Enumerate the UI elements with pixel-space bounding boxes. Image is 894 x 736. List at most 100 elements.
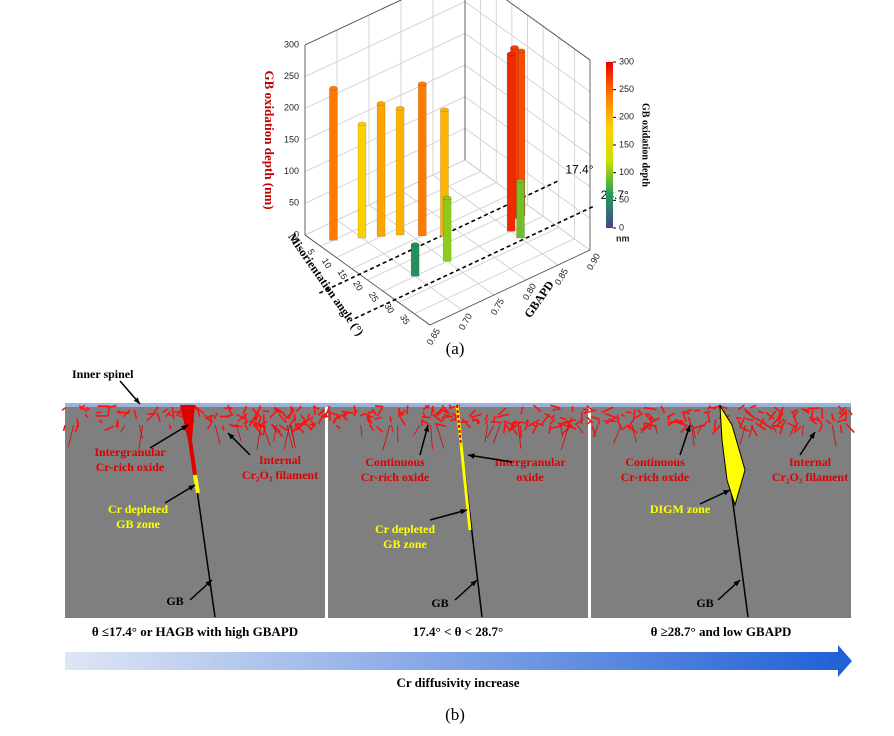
oxide-filament bbox=[289, 424, 296, 449]
oxide-filament bbox=[838, 406, 847, 415]
bar-cap bbox=[506, 51, 516, 57]
oxide-filament bbox=[508, 421, 515, 433]
oxide-filament bbox=[461, 418, 472, 429]
oxide-filament bbox=[146, 416, 152, 422]
panel-label: GB bbox=[431, 596, 448, 610]
bar bbox=[329, 88, 338, 241]
oxide-filament bbox=[68, 424, 75, 448]
oxide-filament bbox=[524, 421, 530, 431]
panel-label: oxide bbox=[516, 470, 544, 484]
oxide-filament bbox=[484, 424, 488, 443]
panel-label: GB bbox=[166, 594, 183, 608]
bar-cap bbox=[357, 121, 367, 127]
pointer-arrow bbox=[149, 424, 189, 449]
oxide-filament bbox=[574, 418, 584, 426]
oxide-filament bbox=[470, 413, 483, 419]
oxide-filament bbox=[620, 413, 626, 417]
oxide-filament bbox=[816, 416, 823, 425]
y-tick-label: 10 bbox=[320, 256, 334, 270]
z-tick-label: 50 bbox=[289, 198, 299, 208]
oxide-filament bbox=[430, 424, 433, 449]
oxide-filament bbox=[550, 414, 556, 421]
panel-label: Cr depleted bbox=[108, 502, 168, 516]
oxide-filament bbox=[549, 418, 556, 425]
oxide-filament bbox=[486, 424, 495, 439]
gradient-arrow bbox=[65, 645, 852, 677]
oxide-filament bbox=[793, 422, 799, 432]
oxide-filament bbox=[784, 419, 787, 424]
oxide-filament bbox=[138, 424, 143, 439]
oxide-filament bbox=[560, 424, 570, 451]
bar-cap bbox=[516, 178, 525, 184]
oxide-filament bbox=[310, 420, 315, 426]
oxide-filament bbox=[303, 416, 314, 424]
oxide-filament bbox=[765, 411, 775, 420]
oxide-filament bbox=[360, 424, 363, 437]
oxide-filament bbox=[564, 418, 576, 424]
oxide-filament bbox=[375, 405, 384, 408]
oxide-filament bbox=[640, 424, 649, 434]
oxide-filament bbox=[292, 422, 300, 433]
oxide-filament bbox=[343, 411, 350, 418]
oxide-filament bbox=[550, 425, 562, 430]
oxide-filament bbox=[620, 424, 630, 431]
oxide-filament bbox=[295, 422, 304, 431]
colorbar bbox=[606, 62, 613, 228]
oxide-filament bbox=[242, 405, 248, 415]
panel-label: Cr-rich oxide bbox=[96, 460, 165, 474]
oxide-filament bbox=[434, 408, 443, 416]
oxide-filament bbox=[801, 408, 810, 412]
oxide-filament bbox=[632, 409, 636, 423]
oxide-filament bbox=[791, 410, 798, 424]
oxide-filament bbox=[365, 413, 371, 424]
oxide-filament bbox=[162, 408, 169, 414]
oxide-filament bbox=[422, 411, 426, 417]
pointer-head bbox=[133, 397, 140, 404]
panel-label: GB bbox=[696, 596, 713, 610]
oxide-filament bbox=[745, 410, 757, 420]
oxide-filament bbox=[586, 416, 594, 424]
oxide-filament bbox=[133, 409, 138, 419]
oxide-filament bbox=[775, 418, 785, 428]
axis-line bbox=[505, 0, 591, 61]
oxide-filament bbox=[492, 424, 501, 444]
pointer-head bbox=[685, 425, 691, 432]
oxide-filament bbox=[844, 409, 848, 422]
oxide-filament bbox=[559, 416, 567, 420]
axis-line bbox=[304, 0, 402, 46]
oxide-filament bbox=[333, 414, 339, 424]
bar-chart-3d: 0501001502002503000.650.700.750.800.850.… bbox=[262, 0, 651, 358]
oxide-filament bbox=[471, 417, 479, 423]
oxide-filament bbox=[583, 409, 597, 414]
oxide-filament bbox=[836, 418, 846, 423]
oxide-filament bbox=[682, 413, 687, 423]
oxide-filament bbox=[490, 420, 502, 424]
oxide-filament bbox=[675, 421, 688, 427]
oxide-filament bbox=[531, 423, 539, 434]
oxide-filament bbox=[328, 411, 339, 416]
oxide-filament bbox=[755, 417, 767, 426]
colorbar-tick-label: 50 bbox=[619, 195, 629, 205]
caption: (b) bbox=[445, 705, 465, 724]
oxide-filament bbox=[613, 424, 622, 444]
oxide-filament bbox=[779, 422, 785, 435]
oxide-filament bbox=[692, 424, 696, 439]
oxide-filament bbox=[825, 419, 832, 425]
oxide-filament bbox=[206, 420, 214, 430]
bar bbox=[516, 180, 525, 239]
oxide-filament bbox=[496, 413, 510, 418]
oxide-filament bbox=[335, 425, 341, 429]
digm-zone bbox=[719, 405, 746, 507]
oxide-filament bbox=[164, 410, 172, 418]
axis-line bbox=[429, 249, 591, 326]
oxide-filament bbox=[367, 415, 373, 425]
oxide-filament bbox=[85, 406, 90, 411]
oxide-filament bbox=[748, 424, 754, 438]
x-tick-label: 0.70 bbox=[457, 312, 474, 332]
oxide-filament bbox=[560, 424, 563, 438]
oxide-filament bbox=[660, 405, 666, 414]
oxide-filament bbox=[374, 416, 383, 421]
oxide-filament bbox=[737, 419, 742, 426]
bar bbox=[395, 108, 405, 236]
